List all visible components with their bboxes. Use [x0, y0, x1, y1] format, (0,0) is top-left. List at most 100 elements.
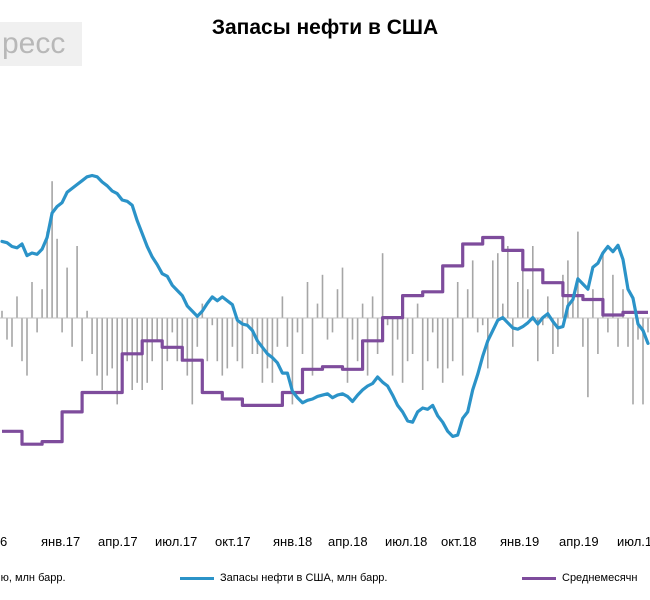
weekly-change-bar [542, 318, 544, 326]
legend-item-bars: делю, млн барр. [0, 572, 66, 584]
weekly-change-bar [461, 318, 464, 376]
weekly-change-bar [101, 318, 103, 390]
weekly-change-bar [1, 310, 3, 318]
weekly-change-bar [161, 318, 163, 390]
weekly-change-bar [271, 318, 274, 383]
weekly-change-bar [597, 318, 599, 354]
weekly-change-bar [411, 318, 414, 354]
x-tick-label: июл.17 [155, 534, 197, 549]
weekly-change-bar [416, 303, 419, 318]
weekly-change-bar [396, 318, 399, 340]
weekly-change-bar [537, 318, 539, 362]
weekly-change-bar [211, 318, 214, 326]
weekly-change-bar [381, 253, 384, 318]
weekly-change-bar [456, 282, 459, 318]
weekly-change-bar [572, 296, 574, 318]
weekly-change-bar [522, 260, 524, 318]
weekly-change-bar [527, 289, 529, 318]
weekly-change-bar [647, 318, 649, 333]
weekly-change-bar [256, 318, 259, 354]
weekly-change-bar [221, 318, 224, 376]
weekly-change-bar [361, 303, 364, 318]
weekly-change-bar [351, 318, 354, 340]
weekly-change-bar [246, 318, 249, 326]
weekly-change-bar [476, 318, 479, 333]
weekly-change-bar [76, 246, 78, 318]
weekly-change-bars [1, 181, 649, 405]
legend-label-avg: Среднемесячн [562, 572, 638, 584]
x-tick-label: июл.19 [617, 534, 650, 549]
weekly-change-bar [441, 318, 444, 383]
weekly-change-bar [426, 318, 429, 362]
weekly-change-bar [567, 260, 569, 318]
weekly-change-bar [401, 318, 404, 383]
weekly-change-bar [642, 318, 644, 405]
weekly-change-bar [196, 318, 199, 347]
weekly-change-bar [46, 231, 48, 318]
weekly-change-bar [311, 318, 314, 376]
weekly-change-bar [627, 318, 629, 347]
weekly-change-bar [612, 274, 614, 318]
weekly-change-bar [466, 289, 469, 318]
weekly-change-bar [371, 296, 374, 318]
weekly-change-bar [326, 318, 329, 340]
weekly-change-bar [321, 274, 324, 318]
weekly-change-bar [26, 318, 28, 376]
x-tick-label: апр.19 [559, 534, 599, 549]
weekly-change-bar [51, 181, 53, 318]
weekly-change-bar [121, 318, 123, 362]
weekly-change-bar [261, 318, 264, 383]
weekly-change-bar [71, 318, 73, 347]
legend: делю, млн барр. Запасы нефти в США, млн … [0, 568, 650, 598]
weekly-change-bar [451, 318, 454, 362]
weekly-change-bar [421, 318, 424, 390]
weekly-change-bar [366, 318, 369, 376]
weekly-change-bar [532, 246, 534, 318]
x-tick-label: окт.17 [215, 534, 251, 549]
weekly-change-bar [81, 318, 83, 362]
weekly-change-bar [376, 318, 379, 354]
weekly-change-bar [111, 318, 113, 369]
legend-item-avg: Среднемесячн [522, 572, 638, 584]
weekly-change-bar [406, 318, 409, 362]
weekly-change-bar [91, 318, 93, 354]
x-tick-label: янв.19 [500, 534, 539, 549]
weekly-change-bar [216, 318, 219, 362]
weekly-change-bar [296, 318, 299, 333]
weekly-change-bar [286, 318, 289, 347]
weekly-change-bar [116, 318, 118, 405]
weekly-change-bar [617, 318, 619, 347]
weekly-change-bar [316, 303, 319, 318]
weekly-change-bar [356, 318, 359, 362]
weekly-change-bar [56, 238, 58, 318]
weekly-change-bar [446, 318, 449, 369]
weekly-change-bar [386, 318, 389, 326]
weekly-change-bar [266, 318, 269, 369]
weekly-change-bar [106, 318, 108, 376]
weekly-change-bar [471, 260, 474, 318]
weekly-change-bar [176, 318, 179, 362]
x-tick-label: окт.18 [441, 534, 477, 549]
x-tick-label: янв.18 [273, 534, 312, 549]
weekly-change-bar [557, 318, 559, 347]
weekly-change-bar [276, 318, 279, 347]
weekly-change-bar [171, 318, 174, 333]
weekly-change-bar [61, 318, 63, 333]
x-tick-label: апр.17 [98, 534, 138, 549]
weekly-change-bar [241, 318, 244, 369]
x-axis-ticks: 6 янв.17 апр.17 июл.17 окт.17 янв.18 апр.18 июл… [0, 534, 650, 549]
weekly-change-bar [552, 318, 554, 354]
legend-swatch-avg [522, 576, 556, 580]
weekly-change-bar [331, 318, 334, 333]
weekly-change-bar [632, 318, 634, 405]
weekly-change-bar [346, 318, 349, 383]
weekly-change-bar [186, 318, 189, 376]
legend-label-bars: делю, млн барр. [0, 572, 66, 584]
x-tick-label: июл.18 [385, 534, 427, 549]
weekly-change-bar [126, 318, 128, 362]
weekly-change-bar [236, 318, 239, 362]
weekly-change-bar [431, 318, 434, 333]
weekly-change-bar [231, 318, 234, 347]
weekly-change-bar [86, 310, 88, 318]
